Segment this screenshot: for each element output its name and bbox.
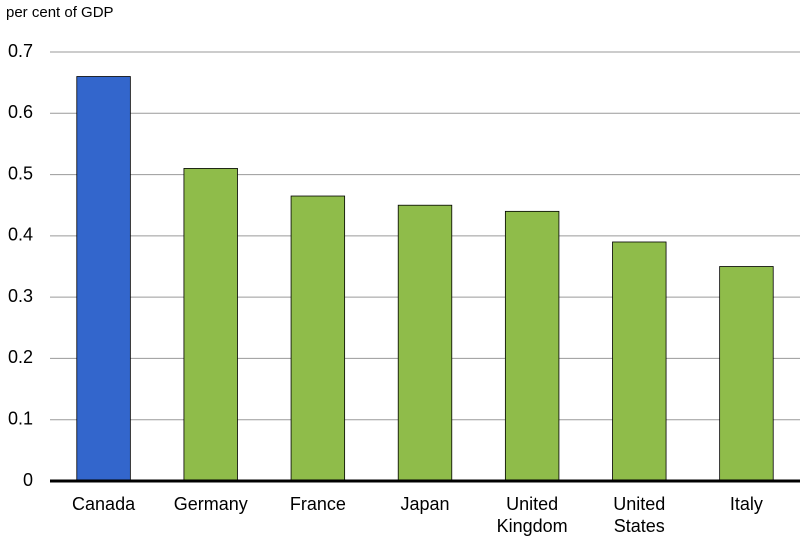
x-tick-label: Germany [174, 494, 248, 514]
x-tick-label: United Kingdom [497, 494, 568, 536]
bar [290, 195, 346, 482]
x-tick-label: France [290, 494, 346, 514]
y-tick-label: 0.4 [8, 225, 33, 245]
y-tick-label: 0.6 [8, 102, 33, 122]
x-tick-label: Japan [400, 494, 449, 514]
y-axis-label: per cent of GDP [6, 4, 114, 21]
y-tick-label: 0.2 [8, 347, 33, 367]
y-tick-label: 0 [23, 470, 33, 490]
y-tick-label: 0.1 [8, 408, 33, 428]
bar [504, 210, 560, 482]
x-tick-label: United States [613, 494, 665, 536]
y-tick-label: 0.7 [8, 41, 33, 61]
bar [397, 204, 453, 482]
bar [719, 266, 774, 482]
x-tick-label: Canada [72, 494, 136, 514]
y-tick-label: 0.5 [8, 163, 33, 183]
y-tick-label: 0.3 [8, 286, 33, 306]
bar [76, 76, 131, 482]
bar [612, 241, 667, 482]
x-tick-label: Italy [730, 494, 763, 514]
bar [183, 168, 238, 482]
